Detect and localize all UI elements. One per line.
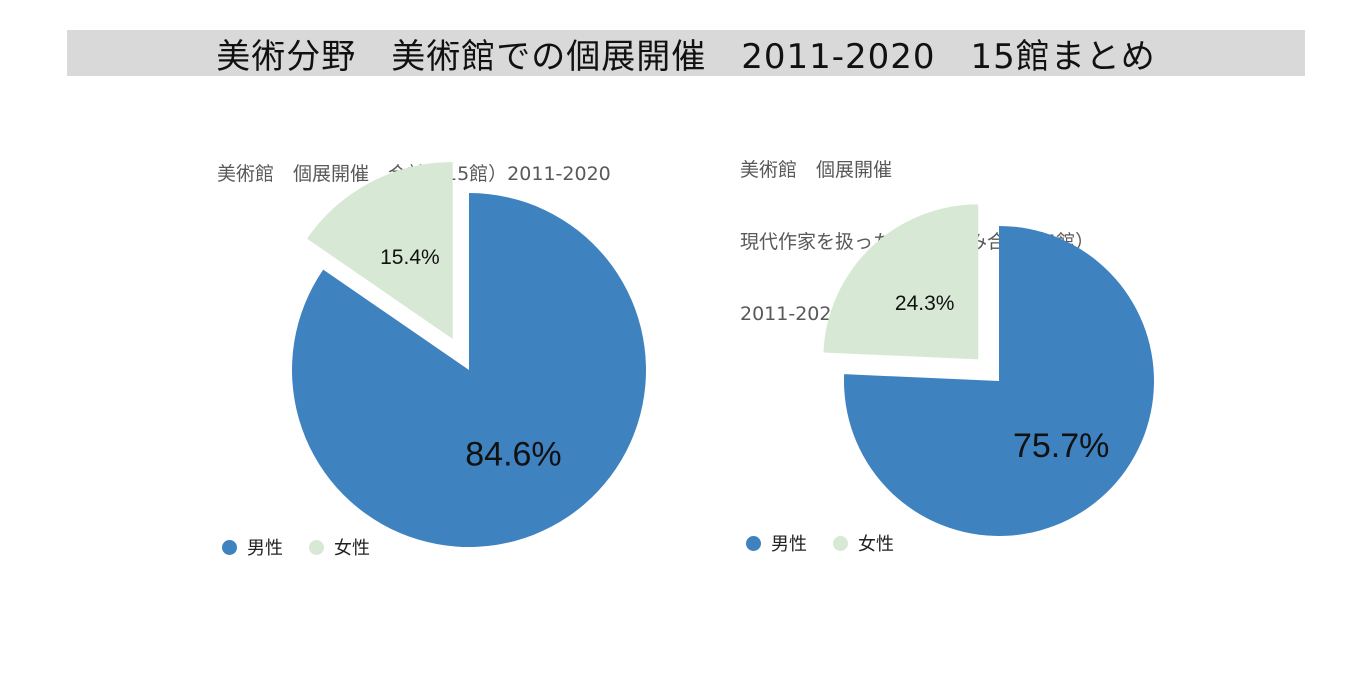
legend-item-female: 女性 bbox=[309, 534, 370, 560]
chart2-title-line-2: 現代作家を扱った美術館のみ合計（5館） bbox=[740, 231, 1095, 253]
chart2-title-line-3: 2011-2020 bbox=[740, 303, 844, 325]
chart2-title-line-1: 美術館 個展開催 bbox=[740, 159, 893, 181]
legend-label-male: 男性 bbox=[771, 534, 807, 555]
legend-item-male: 男性 bbox=[746, 530, 807, 556]
page-title: 美術分野 美術館での個展開催 2011-2020 15館まとめ bbox=[216, 36, 1156, 77]
legend-dot-male bbox=[746, 535, 761, 551]
legend-dot-female bbox=[833, 535, 848, 551]
pie-slice-female bbox=[306, 162, 453, 340]
chart2-legend: 男性 女性 bbox=[746, 530, 920, 556]
chart2-title: 美術館 個展開催 現代作家を扱った美術館のみ合計（5館） 2011-2020 bbox=[740, 110, 1094, 350]
legend-dot-female bbox=[309, 539, 324, 555]
chart1-legend: 男性 女性 bbox=[222, 534, 396, 560]
legend-item-male: 男性 bbox=[222, 534, 283, 560]
legend-item-female: 女性 bbox=[833, 530, 894, 556]
page-banner: 美術分野 美術館での個展開催 2011-2020 15館まとめ bbox=[67, 30, 1305, 77]
legend-label-male: 男性 bbox=[247, 538, 283, 559]
legend-label-female: 女性 bbox=[858, 534, 894, 555]
pie-label-female: 15.4% bbox=[380, 246, 440, 269]
pie-slice-male bbox=[291, 193, 646, 547]
legend-label-female: 女性 bbox=[334, 538, 370, 559]
pie-label-male: 84.6% bbox=[465, 436, 561, 474]
legend-dot-male bbox=[222, 539, 237, 555]
